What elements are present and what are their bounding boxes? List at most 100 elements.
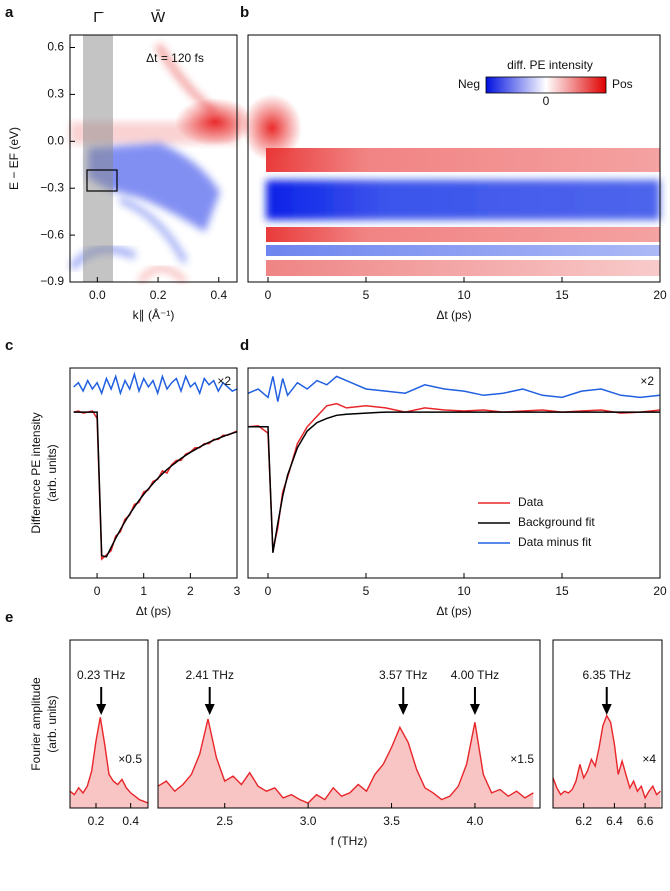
x-tick-label: 0.4	[210, 288, 227, 302]
peak-label: 2.41 THz	[185, 668, 233, 682]
area-fill	[158, 719, 534, 808]
x-tick-label: 15	[555, 288, 569, 302]
plot-frame	[69, 34, 238, 283]
series-line	[73, 411, 238, 558]
panel-letter: b	[240, 4, 249, 21]
x-tick-label: 6.2	[575, 814, 592, 828]
arrow-head	[398, 704, 409, 715]
heatmap-feature	[266, 245, 660, 256]
x-tick-label: 3.5	[383, 814, 400, 828]
x-tick-label: 6.6	[637, 814, 654, 828]
x-tick-label: 0.2	[88, 814, 105, 828]
x-axis-label: k∥ (Å⁻¹)	[133, 307, 175, 322]
peak-arrow	[204, 687, 215, 715]
x-tick-label: 0.4	[122, 814, 139, 828]
peak-label: 0.23 THz	[77, 668, 125, 682]
annotation: Δt = 120 fs	[146, 51, 204, 65]
heatmap-feature	[175, 98, 255, 146]
arrow-head	[204, 704, 215, 715]
y-tick-label: −0.3	[40, 180, 64, 194]
y-tick-label: −0.9	[40, 274, 64, 288]
area-line	[69, 717, 149, 804]
colorbar-high: Pos	[612, 77, 633, 91]
y-axis-label: E − EF (eV)	[7, 127, 21, 190]
peak-arrow	[398, 687, 409, 715]
heatmap-feature	[242, 94, 302, 162]
area-fill	[553, 715, 661, 808]
arrow-head	[469, 704, 480, 715]
x-tick-label: 5	[363, 584, 370, 598]
panel-letter: a	[5, 4, 14, 21]
heatmap-feature	[266, 180, 660, 220]
highlight-strip	[83, 35, 113, 282]
heatmap-feature	[266, 227, 660, 242]
peak-arrow	[96, 687, 107, 715]
peak-arrow	[469, 687, 480, 715]
y-tick-label: −0.6	[40, 227, 64, 241]
x-tick-label: 15	[555, 584, 569, 598]
series-line	[73, 371, 238, 396]
x-tick-label: 0	[265, 584, 272, 598]
x-tick-label: 4.0	[467, 814, 484, 828]
peak-label: 3.57 THz	[379, 668, 427, 682]
x-tick-label: 6.4	[606, 814, 623, 828]
heatmap-feature	[266, 148, 660, 172]
y-tick-label: 0.0	[47, 133, 64, 147]
panel-letter: d	[240, 337, 249, 354]
heatmap-b-image	[242, 35, 660, 282]
x-tick-label: 0.0	[89, 288, 106, 302]
x-axis-label: Δt (ps)	[436, 604, 471, 618]
plot-frame	[247, 34, 661, 283]
area-line	[157, 718, 534, 804]
x-tick-label: 1	[140, 584, 147, 598]
scale-factor: ×2	[640, 374, 654, 388]
panel-letter: e	[5, 609, 13, 626]
scale-factor: ×1.5	[510, 752, 534, 766]
panel-letter: c	[5, 337, 13, 354]
x-tick-label: 0.2	[150, 288, 167, 302]
y-axis-label: Fourier amplitude	[29, 677, 43, 771]
x-tick-label: 3.0	[300, 814, 317, 828]
x-tick-label: 2	[187, 584, 194, 598]
legend-label: Data minus fit	[518, 535, 592, 549]
plot-frame	[69, 367, 238, 579]
x-tick-label: 5	[363, 288, 370, 302]
heatmap-a-image	[68, 35, 255, 285]
symmetry-point: Γ̄	[93, 9, 103, 26]
scale-factor: ×0.5	[118, 752, 142, 766]
x-tick-label: 0	[94, 584, 101, 598]
peak-label: 4.00 THz	[451, 668, 499, 682]
peak-arrow	[601, 687, 612, 715]
selection-box	[86, 169, 118, 192]
peak-label: 6.35 THz	[582, 668, 630, 682]
colorbar-center: 0	[543, 94, 550, 108]
series-line	[248, 402, 661, 551]
y-axis-label: (arb. units)	[45, 695, 59, 752]
series-line	[248, 411, 660, 553]
arrow-head	[96, 704, 107, 715]
legend-label: Data	[518, 495, 544, 509]
x-tick-label: 3	[234, 584, 241, 598]
x-tick-label: 20	[653, 288, 667, 302]
y-axis-label: Difference PE intensity	[29, 412, 43, 533]
x-axis-label: Δt (ps)	[436, 308, 471, 322]
y-tick-label: 0.6	[47, 40, 64, 54]
x-tick-label: 10	[457, 288, 471, 302]
colorbar-low: Neg	[458, 77, 480, 91]
x-tick-label: 20	[653, 584, 667, 598]
x-axis-label: f (THz)	[331, 834, 368, 848]
x-tick-label: 10	[457, 584, 471, 598]
plot-frame	[69, 639, 149, 809]
series-line	[248, 375, 661, 402]
x-axis-label: Δt (ps)	[136, 604, 171, 618]
plot-frame	[552, 639, 663, 809]
heatmap-feature	[266, 260, 660, 276]
colorbar-title: diff. PE intensity	[507, 58, 593, 72]
heatmap-feature	[137, 265, 188, 285]
area-line	[552, 713, 661, 800]
symmetry-point: W̄	[151, 9, 166, 26]
scale-factor: ×4	[642, 752, 656, 766]
x-tick-label: 0	[265, 288, 272, 302]
heatmap-feature	[88, 143, 220, 232]
